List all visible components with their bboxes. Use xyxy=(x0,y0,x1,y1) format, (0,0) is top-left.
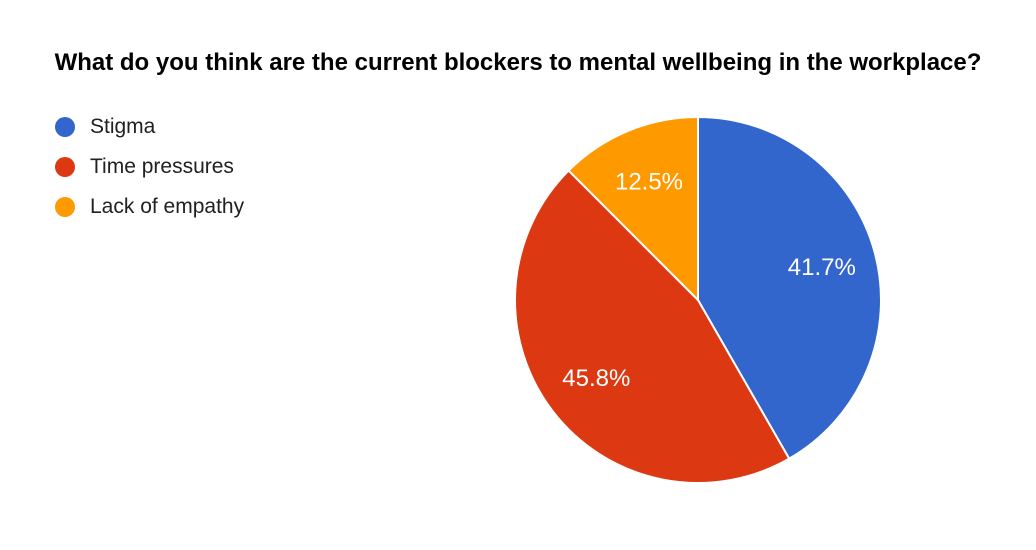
pie-slice-label-stigma: 41.7% xyxy=(788,254,856,281)
legend-item-label: Time pressures xyxy=(90,155,234,178)
legend: Stigma Time pressures Lack of empathy xyxy=(55,107,244,227)
pie-slice-label-lack-of-empathy: 12.5% xyxy=(615,169,683,196)
pie-slice-label-time-pressures: 45.8% xyxy=(562,365,630,392)
legend-color-dot xyxy=(55,197,75,217)
legend-item-label: Stigma xyxy=(90,115,156,138)
legend-color-dot xyxy=(55,157,75,177)
pie-slice-lack-of-empathy[interactable] xyxy=(567,116,699,301)
legend-item-label: Lack of empathy xyxy=(90,195,245,218)
legend-item-stigma: Stigma xyxy=(55,107,244,147)
legend-item-time-pressures: Time pressures xyxy=(55,147,244,187)
pie-slice-stigma[interactable] xyxy=(697,116,882,460)
legend-item-lack-of-empathy: Lack of empathy xyxy=(55,187,244,227)
pie-slice-time-pressures[interactable] xyxy=(514,169,791,484)
chart-title: What do you think are the current blocke… xyxy=(54,49,982,76)
legend-color-dot xyxy=(55,117,75,137)
